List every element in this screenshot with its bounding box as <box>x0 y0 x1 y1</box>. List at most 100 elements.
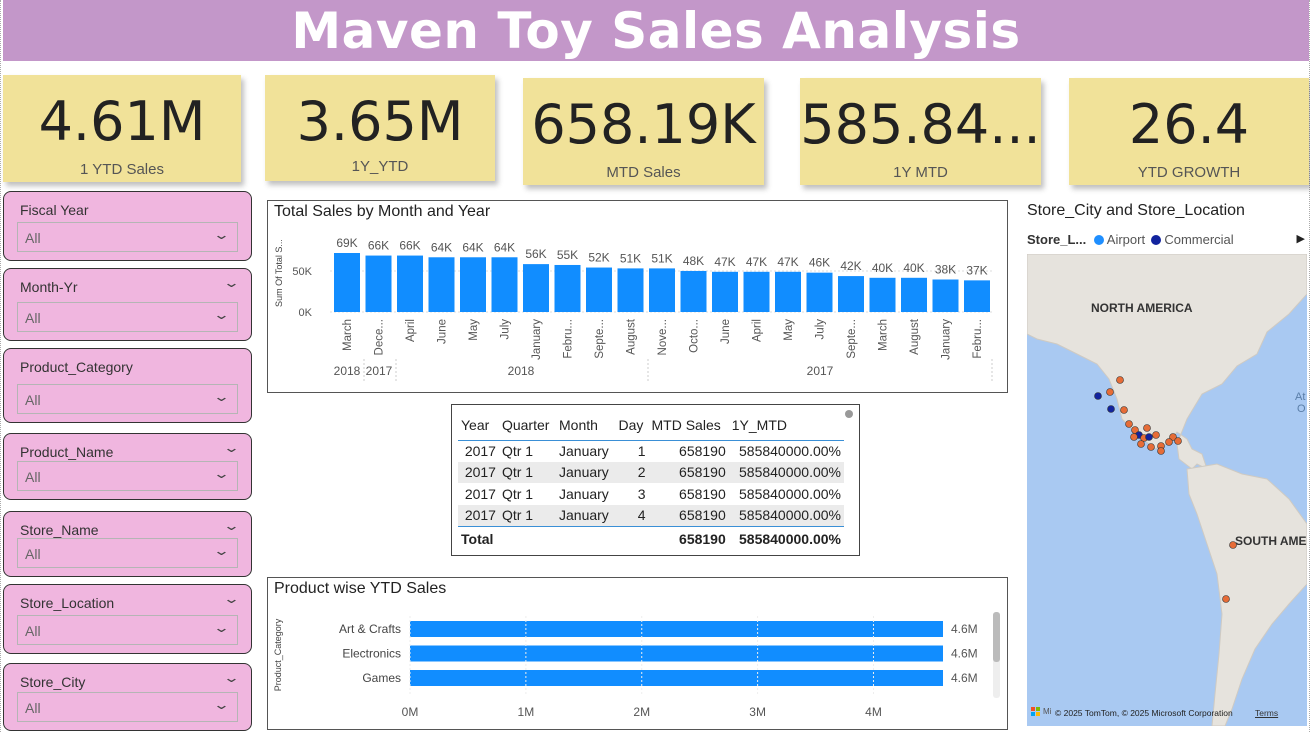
column-header[interactable]: 1Y_MTD <box>728 411 844 441</box>
chevron-down-icon[interactable]: ⌄ <box>222 440 241 455</box>
data-label: 66K <box>368 239 389 253</box>
map-terms-link[interactable]: Terms <box>1255 708 1279 718</box>
commercial-legend-dot-icon <box>1150 235 1161 245</box>
mtd-sales-table[interactable]: Year Quarter Month Day MTD Sales 1Y_MTD … <box>451 404 860 556</box>
chevron-down-icon[interactable]: ⌄ <box>222 591 241 606</box>
store-marker[interactable] <box>1147 443 1155 451</box>
product-sales-chart-panel[interactable]: Product wise YTD Sales Product_Category … <box>267 577 1008 730</box>
table-cell: 585840000.00% <box>739 485 841 502</box>
store-map[interactable]: NORTH AMERICA SOUTH AME At O <box>1027 254 1307 726</box>
x-tick-label: Septe... <box>594 319 606 359</box>
scrollbar-thumb[interactable] <box>845 410 853 418</box>
store-marker[interactable] <box>1174 437 1182 445</box>
dropdown-value: All <box>25 469 41 485</box>
column-header[interactable]: MTD Sales <box>648 411 729 441</box>
month-bar[interactable] <box>964 280 990 312</box>
scrollbar-thumb[interactable] <box>993 612 1000 662</box>
month-bar[interactable] <box>806 272 833 312</box>
store-location-dropdown[interactable]: All ⌄ <box>17 615 238 645</box>
month-bar[interactable] <box>838 276 864 312</box>
month-bar[interactable] <box>649 268 675 312</box>
microsoft-logo-icon <box>1031 707 1040 716</box>
table-row[interactable]: 2017 Qtr 1 January 1 658190 585840000.00… <box>458 440 844 462</box>
month-bar[interactable] <box>523 264 549 312</box>
map-canvas: NORTH AMERICA SOUTH AME At O <box>1027 254 1307 726</box>
store-marker[interactable] <box>1116 376 1124 384</box>
product-name-dropdown[interactable]: All ⌄ <box>17 461 238 491</box>
column-header[interactable]: Year <box>458 411 499 441</box>
table-cell: 658190 <box>679 485 726 502</box>
store-marker[interactable] <box>1137 440 1145 448</box>
month-bar[interactable] <box>397 255 423 312</box>
column-header[interactable]: Day <box>615 411 649 441</box>
product-category-dropdown[interactable]: All ⌄ <box>17 384 238 414</box>
product-bar[interactable] <box>410 645 943 662</box>
store-marker[interactable] <box>1120 406 1128 414</box>
store-markers[interactable] <box>1094 376 1237 603</box>
slicer-title: Store_Name <box>20 522 99 538</box>
table-cell: January <box>556 461 616 483</box>
month-bar[interactable] <box>460 257 486 312</box>
month-bar[interactable] <box>428 257 455 312</box>
month-bar[interactable] <box>491 257 518 312</box>
month-bar[interactable] <box>775 271 801 312</box>
store-marker[interactable] <box>1229 541 1237 549</box>
year-group-label: 2018 <box>334 364 361 378</box>
store-name-dropdown[interactable]: All ⌄ <box>17 538 238 568</box>
column-header[interactable]: Month <box>556 411 616 441</box>
month-bar[interactable] <box>365 255 392 312</box>
month-bar[interactable] <box>617 268 644 312</box>
y-axis-label: Product_Category <box>273 618 283 691</box>
store-marker[interactable] <box>1130 433 1138 441</box>
store-marker[interactable] <box>1169 433 1177 441</box>
chevron-down-icon[interactable]: ⌄ <box>222 518 241 533</box>
month-bar[interactable] <box>586 267 612 312</box>
table-row[interactable]: 2017 Qtr 1 January 4 658190 585840000.00… <box>458 504 844 526</box>
kpi-card-ytd-growth[interactable]: 26.4 YTD GROWTH <box>1069 78 1309 185</box>
store-marker[interactable] <box>1222 595 1230 603</box>
fiscal-year-dropdown[interactable]: All ⌄ <box>17 222 238 252</box>
month-sales-chart-panel[interactable]: Total Sales by Month and Year Sum Of Tot… <box>267 200 1008 393</box>
y-axis-label: Sum Of Total S... <box>274 239 284 307</box>
kpi-card-1y-ytd[interactable]: 3.65M 1Y_YTD <box>265 75 495 181</box>
table-cell: 585840000.00% <box>728 461 844 483</box>
month-bar[interactable] <box>743 271 770 312</box>
chevron-down-icon[interactable]: ⌄ <box>222 670 241 685</box>
store-marker[interactable] <box>1165 438 1173 446</box>
kpi-card-ytd-sales[interactable]: 4.61M 1 YTD Sales <box>3 75 241 182</box>
column-header[interactable]: Quarter <box>498 411 556 441</box>
product-bar[interactable] <box>410 621 943 637</box>
month-yr-dropdown[interactable]: All ⌄ <box>17 302 238 332</box>
store-marker[interactable] <box>1152 431 1160 439</box>
product-bar[interactable] <box>410 670 943 686</box>
month-bar[interactable] <box>712 271 738 312</box>
chevron-down-icon[interactable]: ⌄ <box>222 275 241 290</box>
kpi-card-mtd-sales[interactable]: 658.19K MTD Sales <box>523 78 764 185</box>
store-city-dropdown[interactable]: All ⌄ <box>17 692 238 722</box>
table-row[interactable]: 2017 Qtr 1 January 3 658190 585840000.00… <box>458 483 844 505</box>
x-tick-label: July <box>815 319 827 340</box>
legend-next-arrow-icon[interactable]: ▶ <box>1296 233 1305 245</box>
month-bar[interactable] <box>901 277 927 312</box>
ms-label: Mi <box>1043 707 1052 716</box>
month-bar[interactable] <box>932 279 959 312</box>
kpi-value: 4.61M <box>38 90 206 153</box>
store-marker[interactable] <box>1107 405 1115 413</box>
store-marker[interactable] <box>1145 433 1153 441</box>
month-bar[interactable] <box>680 270 707 312</box>
store-marker[interactable] <box>1125 420 1133 428</box>
month-bar[interactable] <box>334 253 360 312</box>
table-row[interactable]: 2017 Qtr 1 January 2 658190 585840000.00… <box>458 461 844 483</box>
month-sales-chart: Sum Of Total S... 50K 0K 69K March 66K Dece… <box>274 236 993 383</box>
chevron-down-icon: ⌄ <box>212 307 231 322</box>
month-bar[interactable] <box>869 277 896 312</box>
store-marker[interactable] <box>1157 447 1165 455</box>
store-marker[interactable] <box>1143 424 1151 432</box>
dropdown-value: All <box>25 700 41 716</box>
kpi-label: 1Y MTD <box>893 164 948 181</box>
x-tick-label: Octo... <box>689 319 701 353</box>
store-marker[interactable] <box>1094 392 1102 400</box>
month-bar[interactable] <box>554 264 581 312</box>
store-marker[interactable] <box>1106 388 1114 396</box>
kpi-card-1y-mtd[interactable]: 585.84... 1Y MTD <box>800 78 1041 185</box>
